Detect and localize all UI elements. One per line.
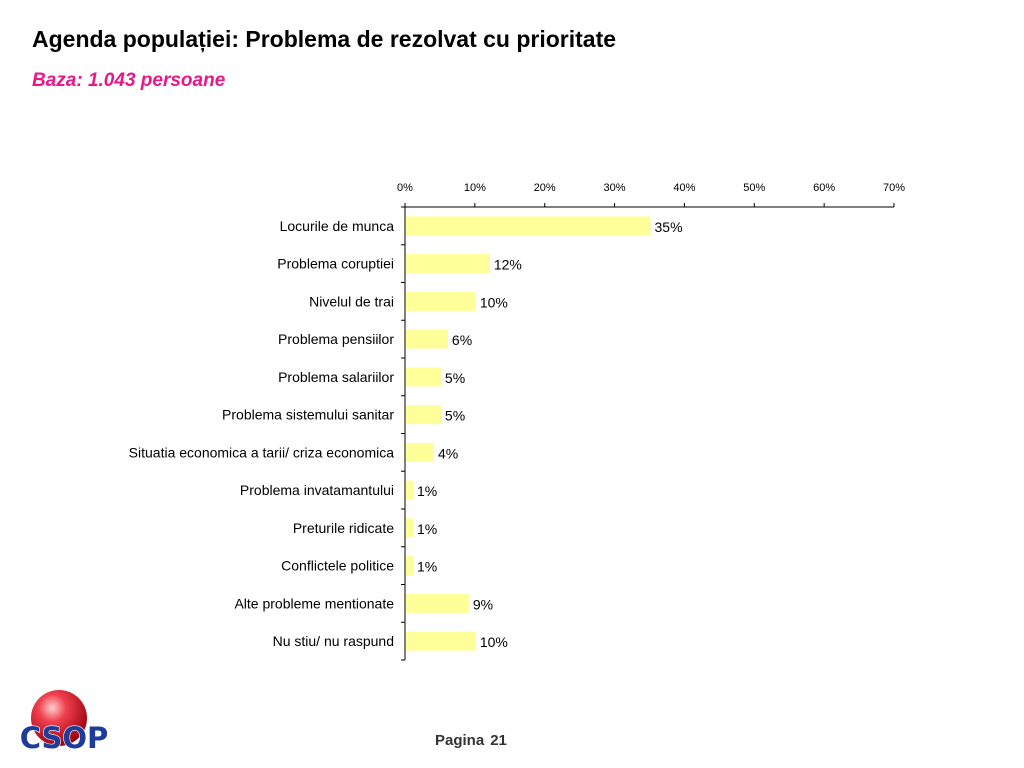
x-tick-label: 40% <box>673 182 695 194</box>
category-label: Nivelul de trai <box>309 293 394 309</box>
data-label: 12% <box>494 257 522 273</box>
data-label: 4% <box>438 445 458 461</box>
category-label: Locurile de munca <box>280 218 395 234</box>
data-label: 1% <box>417 559 437 575</box>
category-label: Situatia economica a tarii/ criza econom… <box>129 444 395 460</box>
x-tick-label: 10% <box>464 182 486 194</box>
bar <box>406 631 476 651</box>
bar <box>406 329 448 349</box>
category-label: Preturile ridicate <box>293 520 394 536</box>
category-label: Nu stiu/ nu raspund <box>273 633 394 649</box>
bar <box>406 216 651 236</box>
logo-sphere <box>31 690 87 746</box>
bar <box>406 556 413 576</box>
category-label: Alte probleme mentionate <box>234 595 394 611</box>
bar <box>406 254 490 274</box>
data-label: 6% <box>452 332 472 348</box>
bar <box>406 367 441 387</box>
page-subtitle: Baza: 1.043 persoane <box>32 70 226 91</box>
category-label: Problema coruptiei <box>277 256 394 272</box>
data-label: 5% <box>445 408 465 424</box>
category-label: Problema invatamantului <box>240 482 394 498</box>
x-tick-label: 50% <box>743 182 765 194</box>
page-title: Agenda populației: Problema de rezolvat … <box>32 26 617 52</box>
logo-text: CSOP <box>20 721 109 755</box>
csop-logo: CSOP <box>19 690 109 756</box>
x-tick-label: 30% <box>604 182 626 194</box>
x-tick-label: 0% <box>397 182 413 194</box>
data-label: 35% <box>655 219 683 235</box>
page-number: 21 <box>490 732 507 749</box>
x-tick-label: 70% <box>883 182 905 194</box>
bar <box>406 518 413 538</box>
category-label: Problema pensiilor <box>278 331 394 347</box>
page-number-label: Pagina 21 <box>435 732 513 749</box>
data-label: 10% <box>480 294 508 310</box>
bar <box>406 593 469 613</box>
bar <box>406 480 413 500</box>
data-label: 1% <box>417 483 437 499</box>
data-label: 9% <box>473 596 493 612</box>
bar <box>406 442 434 462</box>
x-tick-label: 60% <box>813 182 835 194</box>
category-label: Conflictele politice <box>281 558 394 574</box>
page-word: Pagina <box>435 732 485 749</box>
category-label: Problema sistemului sanitar <box>222 407 394 423</box>
category-label: Problema salariilor <box>278 369 394 385</box>
x-tick-label: 20% <box>534 182 556 194</box>
data-label: 1% <box>417 521 437 537</box>
bar <box>406 291 476 311</box>
data-label: 5% <box>445 370 465 386</box>
data-label: 10% <box>480 634 508 650</box>
bar <box>406 405 441 425</box>
